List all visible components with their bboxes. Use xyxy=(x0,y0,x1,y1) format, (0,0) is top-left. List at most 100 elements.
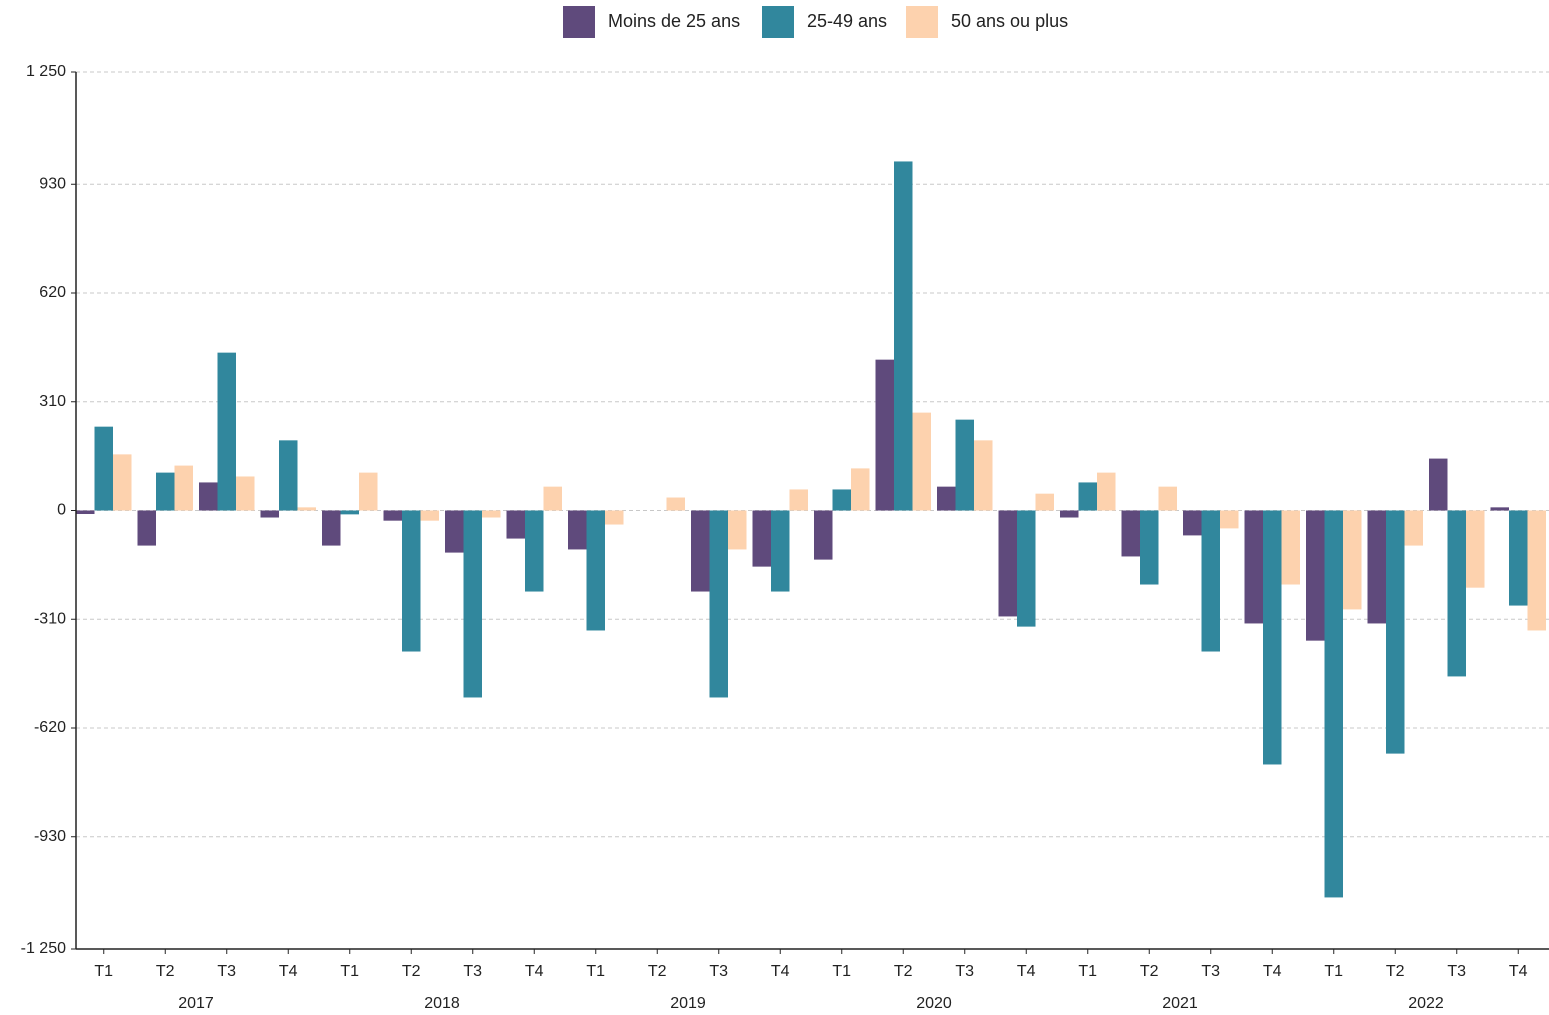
bar xyxy=(94,426,113,511)
y-tick-label: 0 xyxy=(57,502,66,519)
bar xyxy=(789,489,808,511)
x-tick-label: T1 xyxy=(586,963,605,980)
bar xyxy=(506,510,525,539)
bar xyxy=(1121,510,1140,557)
x-group-label: 2017 xyxy=(178,995,214,1012)
bar xyxy=(543,486,562,511)
bar xyxy=(814,510,833,560)
bar xyxy=(1386,510,1405,754)
x-tick-label: T1 xyxy=(340,963,359,980)
bar xyxy=(1281,510,1300,585)
legend-swatch xyxy=(563,6,595,38)
y-tick-label: 930 xyxy=(39,175,66,192)
x-tick-label: T3 xyxy=(955,963,974,980)
bar xyxy=(1078,482,1097,511)
bar xyxy=(998,510,1017,617)
bar xyxy=(875,359,894,511)
bar xyxy=(752,510,771,567)
y-tick-label: 310 xyxy=(39,393,66,410)
bar xyxy=(1447,510,1466,677)
x-tick-label: T3 xyxy=(217,963,236,980)
y-tick-label: -310 xyxy=(34,610,66,627)
x-tick-label: T4 xyxy=(1263,963,1282,980)
bar xyxy=(340,510,359,515)
legend: Moins de 25 ans 25-49 ans 50 ans ou plus xyxy=(563,6,1068,38)
x-tick-label: T1 xyxy=(1078,963,1097,980)
bar xyxy=(912,412,931,511)
bar xyxy=(666,497,685,511)
bar xyxy=(1404,510,1423,546)
bar xyxy=(76,510,95,515)
bar xyxy=(174,465,193,511)
x-tick-label: T1 xyxy=(1324,963,1343,980)
x-group-label: 2020 xyxy=(916,995,952,1012)
bar xyxy=(1244,510,1263,624)
bar xyxy=(691,510,710,592)
bar xyxy=(832,489,851,511)
x-tick-label: T1 xyxy=(94,963,113,980)
bar xyxy=(217,352,236,511)
bar xyxy=(525,510,544,592)
x-tick-label: T2 xyxy=(156,963,175,980)
x-group-label: 2022 xyxy=(1408,995,1444,1012)
x-tick-label: T4 xyxy=(771,963,790,980)
bar xyxy=(199,482,218,511)
legend-label: Moins de 25 ans xyxy=(608,11,740,31)
bar xyxy=(322,510,341,546)
bar xyxy=(236,476,255,511)
bar xyxy=(605,510,624,525)
x-tick-label: T4 xyxy=(1017,963,1036,980)
y-tick-label: -930 xyxy=(34,828,66,845)
y-tick-label: -620 xyxy=(34,719,66,736)
bar xyxy=(1060,510,1079,518)
bar xyxy=(974,440,993,511)
bar xyxy=(1324,510,1343,898)
bar xyxy=(1429,458,1448,511)
x-group-label: 2021 xyxy=(1162,995,1198,1012)
x-tick-label: T3 xyxy=(709,963,728,980)
bar xyxy=(1140,510,1159,585)
legend-label: 25-49 ans xyxy=(807,11,887,31)
bar xyxy=(1490,507,1509,511)
x-tick-label: T2 xyxy=(402,963,421,980)
bar xyxy=(156,472,175,511)
bar xyxy=(894,161,913,511)
bar xyxy=(297,507,316,511)
legend-swatch xyxy=(906,6,938,38)
bar xyxy=(463,510,482,698)
bar xyxy=(137,510,156,546)
y-tick-label: 620 xyxy=(39,284,66,301)
x-tick-label: T2 xyxy=(894,963,913,980)
bar xyxy=(1183,510,1202,536)
bar xyxy=(482,510,501,518)
x-tick-label: T3 xyxy=(463,963,482,980)
bar xyxy=(851,468,870,511)
x-tick-label: T4 xyxy=(525,963,544,980)
bar xyxy=(1263,510,1282,765)
x-tick-label: T1 xyxy=(832,963,851,980)
y-tick-label: 1 250 xyxy=(26,63,66,80)
bar xyxy=(359,472,378,511)
bar xyxy=(1509,510,1528,606)
legend-label: 50 ans ou plus xyxy=(951,11,1068,31)
bar xyxy=(1035,493,1054,511)
bar xyxy=(568,510,587,550)
x-tick-label: T2 xyxy=(1140,963,1159,980)
bar xyxy=(1343,510,1362,610)
bar xyxy=(402,510,421,652)
bar xyxy=(113,454,132,511)
x-tick-label: T3 xyxy=(1201,963,1220,980)
bar xyxy=(728,510,747,550)
x-group-label: 2018 xyxy=(424,995,460,1012)
legend-swatch xyxy=(762,6,794,38)
bar xyxy=(709,510,728,698)
bar xyxy=(445,510,464,553)
bar xyxy=(586,510,605,631)
x-tick-label: T4 xyxy=(279,963,298,980)
x-tick-label: T2 xyxy=(1386,963,1405,980)
bar xyxy=(1220,510,1239,529)
bar xyxy=(1306,510,1325,641)
x-tick-label: T3 xyxy=(1447,963,1466,980)
bar xyxy=(279,440,298,511)
